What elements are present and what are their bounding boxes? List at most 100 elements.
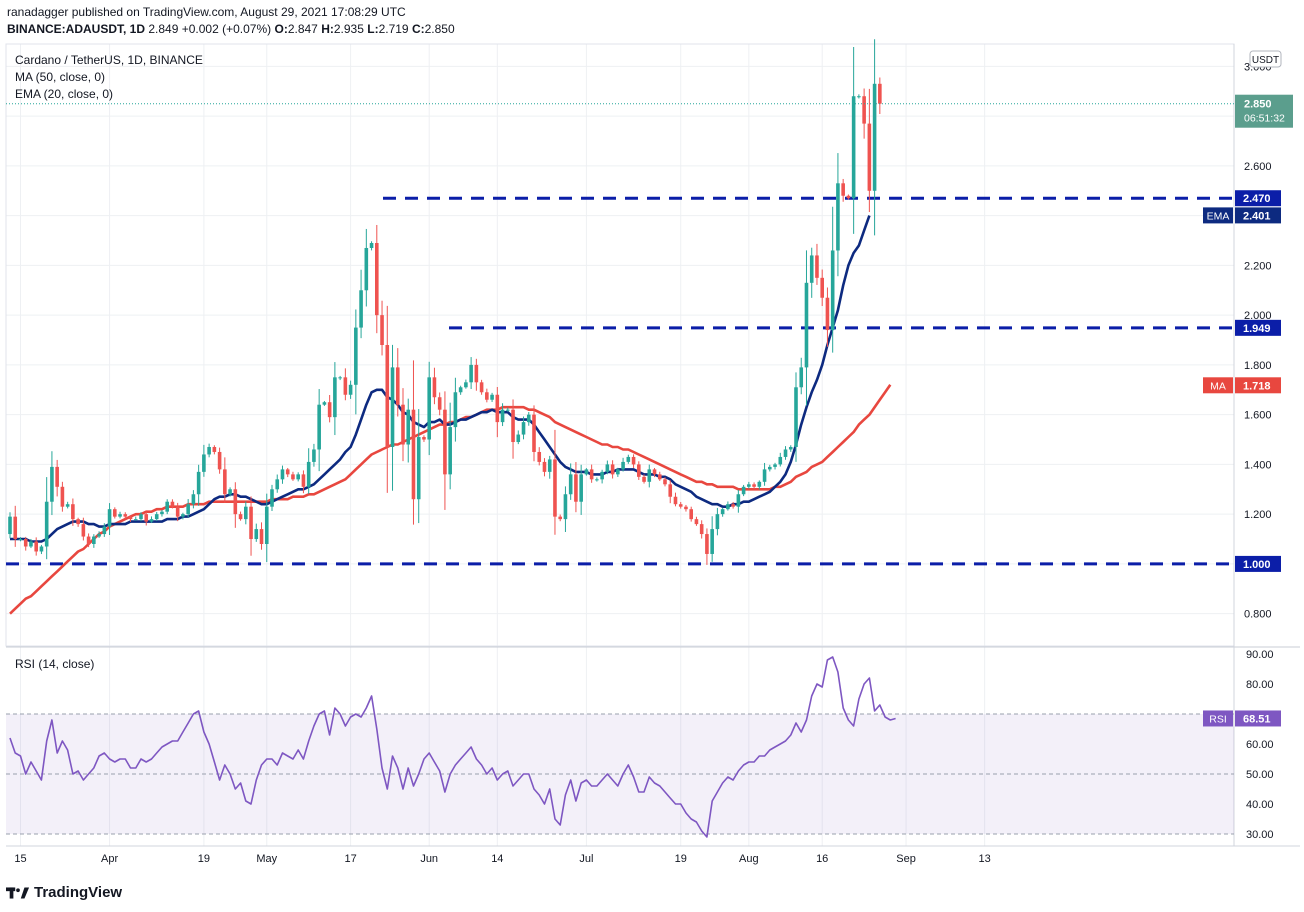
candle bbox=[133, 516, 138, 521]
candle bbox=[76, 517, 80, 527]
candle bbox=[317, 389, 321, 472]
candle bbox=[720, 507, 725, 517]
candle bbox=[202, 444, 206, 477]
candle bbox=[23, 536, 28, 551]
chart-title[interactable]: Cardano / TetherUS, 1D, BINANCE bbox=[15, 53, 203, 67]
rsi-tag-box bbox=[1235, 710, 1281, 727]
candle bbox=[768, 464, 772, 472]
candle bbox=[34, 537, 38, 556]
candle bbox=[521, 416, 526, 440]
candle bbox=[13, 505, 18, 547]
candle bbox=[165, 499, 169, 515]
candle-body bbox=[568, 474, 573, 495]
candle bbox=[574, 462, 578, 513]
candle bbox=[532, 405, 536, 462]
candle-body bbox=[107, 509, 112, 527]
candle bbox=[333, 362, 337, 436]
candle bbox=[437, 392, 442, 416]
candle bbox=[726, 501, 730, 511]
candle-body bbox=[44, 501, 49, 547]
candle bbox=[479, 379, 484, 395]
time-tick-label: Aug bbox=[739, 853, 759, 865]
candle bbox=[55, 459, 59, 497]
ma-tag-value: 1.718 bbox=[1243, 380, 1271, 392]
candle-body bbox=[647, 469, 652, 482]
candle-body bbox=[804, 282, 809, 368]
candle-body bbox=[720, 509, 725, 515]
candle-body bbox=[783, 449, 788, 457]
level-tag-2.470-box bbox=[1235, 190, 1281, 207]
candle-body bbox=[97, 534, 101, 537]
candle bbox=[285, 467, 290, 478]
candle-body bbox=[768, 466, 772, 470]
price-tags: 2.850 06:51:32 2.470 1.949 1.000 EMA 2.401 MA 1.… bbox=[1203, 94, 1293, 727]
last-price: 2.849 bbox=[148, 22, 179, 36]
candle bbox=[217, 447, 222, 474]
candle-body bbox=[202, 454, 206, 472]
rsi-legend[interactable]: RSI (14, close) bbox=[15, 657, 95, 671]
rsi-tag: RSI 68.51 bbox=[1203, 710, 1281, 727]
candle bbox=[60, 481, 65, 512]
candle-body bbox=[637, 464, 641, 477]
ma-tag-box bbox=[1235, 377, 1281, 394]
close-value: 2.850 bbox=[424, 22, 455, 36]
currency-badge-text: USDT bbox=[1252, 55, 1279, 66]
candle bbox=[547, 455, 552, 479]
price-change: +0.002 (+0.07%) bbox=[181, 22, 272, 36]
ema20-series bbox=[10, 215, 871, 543]
candle-body bbox=[731, 504, 735, 507]
candle-body bbox=[479, 382, 484, 393]
candle bbox=[50, 451, 54, 516]
candle-body bbox=[616, 469, 620, 475]
candle bbox=[867, 88, 872, 213]
candle bbox=[359, 269, 363, 339]
ema-legend[interactable]: EMA (20, close, 0) bbox=[15, 87, 114, 101]
candle-body bbox=[29, 541, 33, 547]
candle-body bbox=[170, 501, 175, 507]
candle-body bbox=[825, 297, 830, 331]
candle bbox=[149, 516, 154, 524]
candle bbox=[254, 523, 259, 542]
rsi-tick-label: 80.00 bbox=[1246, 679, 1274, 691]
candle bbox=[181, 512, 185, 520]
publish-info: ranadagger published on TradingView.com,… bbox=[7, 5, 406, 19]
time-tick-label: 19 bbox=[675, 853, 687, 865]
candle bbox=[249, 496, 253, 556]
candle bbox=[804, 250, 809, 406]
candle-body bbox=[86, 536, 91, 545]
candle-body bbox=[741, 486, 746, 495]
candle-body bbox=[228, 489, 232, 495]
candle bbox=[469, 357, 473, 389]
candle-body bbox=[285, 469, 290, 475]
candle-body bbox=[710, 529, 714, 554]
candle bbox=[652, 467, 657, 478]
tradingview-logo[interactable]: TradingView bbox=[6, 884, 122, 901]
time-tick-label: 17 bbox=[344, 853, 356, 865]
candle bbox=[123, 512, 128, 519]
candle bbox=[736, 489, 741, 513]
time-tick-label: Jul bbox=[579, 853, 593, 865]
candle-body bbox=[663, 479, 667, 485]
ma-legend[interactable]: MA (50, close, 0) bbox=[15, 70, 106, 84]
candle-body bbox=[411, 409, 416, 500]
candle bbox=[616, 467, 620, 477]
candle bbox=[39, 544, 44, 555]
level-tag-1.000: 1.000 bbox=[1235, 555, 1281, 572]
candle-body bbox=[867, 123, 872, 191]
candle bbox=[542, 458, 547, 477]
candle-body bbox=[306, 461, 311, 487]
candle-body bbox=[574, 474, 578, 502]
candle-body bbox=[464, 382, 468, 388]
rsi-tag-value: 68.51 bbox=[1243, 713, 1271, 725]
candle bbox=[841, 178, 845, 202]
candle bbox=[71, 498, 75, 526]
candle bbox=[327, 395, 332, 423]
candle bbox=[490, 392, 494, 402]
candle-body bbox=[76, 519, 80, 525]
candle bbox=[862, 88, 866, 139]
candle bbox=[631, 454, 636, 469]
candle-body bbox=[579, 474, 583, 502]
candle-body bbox=[788, 446, 793, 450]
candle bbox=[694, 516, 699, 526]
